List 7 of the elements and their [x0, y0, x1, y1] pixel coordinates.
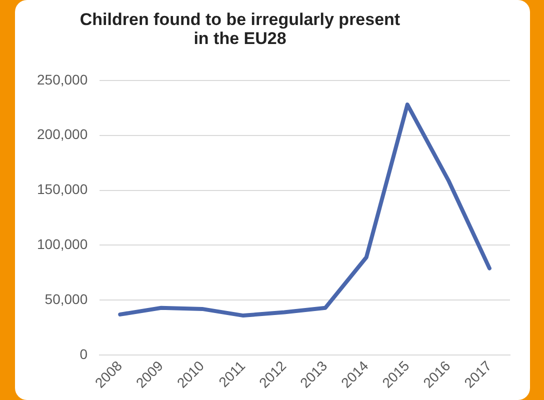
y-tick-label: 250,000	[36, 71, 88, 88]
y-tick-label: 200,000	[36, 126, 88, 142]
chart-title: Children found to be irregularly present in the EU28	[78, 10, 402, 48]
y-tick-label: 150,000	[36, 181, 88, 198]
y-tick-label: 100,000	[36, 236, 88, 252]
y-tick-label: 0	[80, 346, 88, 362]
y-tick-label: 50,000	[44, 291, 88, 308]
